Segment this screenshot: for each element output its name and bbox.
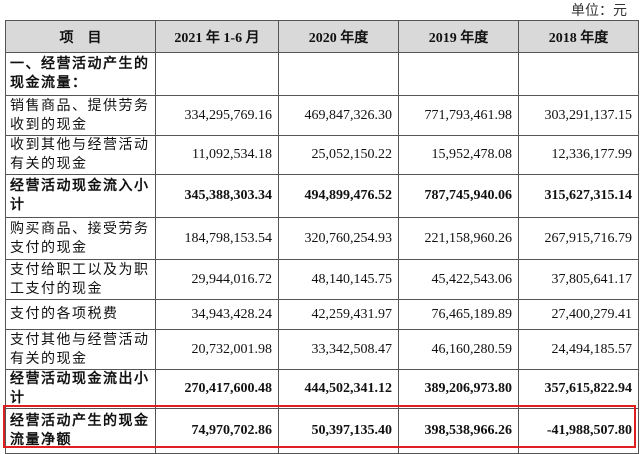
table-row: 支付给职工以及为职工支付的现金 29,944,016.72 48,140,145.7…	[5, 259, 639, 300]
cell: 11,092,534.18	[155, 135, 279, 175]
cell: 389,206,973.80	[398, 369, 519, 409]
header-row: 项 目 2021 年 1-6 月 2020 年度 2019 年度 2018 年度	[5, 20, 639, 53]
cell	[155, 52, 279, 96]
cell: 42,259,431.97	[278, 299, 399, 330]
row-label: 经营活动现金流入小计	[5, 174, 156, 218]
row-label: 销售商品、提供劳务收到的现金	[5, 95, 156, 136]
cell: 45,422,543.06	[398, 259, 519, 300]
cell: 315,627,315.14	[518, 174, 639, 218]
cell: 33,342,508.47	[278, 329, 399, 370]
cell: 24,494,185.57	[518, 329, 639, 370]
cash-flow-table: 项 目 2021 年 1-6 月 2020 年度 2019 年度 2018 年度 一、经…	[5, 20, 639, 454]
row-label: 收到其他与经营活动有关的现金	[5, 135, 156, 175]
row-label: 支付其他与经营活动有关的现金	[5, 329, 156, 370]
table-row: 销售商品、提供劳务收到的现金 334,295,769.16 469,847,326.…	[5, 95, 639, 136]
highlight-box	[3, 405, 636, 448]
row-label: 一、经营活动产生的现金流量：	[5, 52, 156, 96]
cell: 12,336,177.99	[518, 135, 639, 175]
cell: 34,943,428.24	[155, 299, 279, 330]
cell: 221,158,960.26	[398, 217, 519, 260]
cell: 469,847,326.30	[278, 95, 399, 136]
cell: 320,760,254.93	[278, 217, 399, 260]
table-row: 经营活动现金流出小计 270,417,600.48 444,502,341.12 38…	[5, 369, 639, 409]
row-label: 经营活动现金流出小计	[5, 369, 156, 409]
row-label: 支付给职工以及为职工支付的现金	[5, 259, 156, 300]
cell: 25,052,150.22	[278, 135, 399, 175]
table-row: 支付其他与经营活动有关的现金 20,732,001.98 33,342,508.47…	[5, 329, 639, 370]
column-header: 2019 年度	[398, 20, 519, 53]
cell: 46,160,280.59	[398, 329, 519, 370]
cell: 184,798,153.54	[155, 217, 279, 260]
unit-label: 单位：元	[571, 4, 627, 19]
cell	[278, 52, 399, 96]
cell: 444,502,341.12	[278, 369, 399, 409]
table-row: 支付的各项税费 34,943,428.24 42,259,431.97 76,465,…	[5, 299, 639, 330]
cell: 29,944,016.72	[155, 259, 279, 300]
cell: 15,952,478.08	[398, 135, 519, 175]
cell: 20,732,001.98	[155, 329, 279, 370]
row-label: 购买商品、接受劳务支付的现金	[5, 217, 156, 260]
cell: 27,400,279.41	[518, 299, 639, 330]
cell: 37,805,641.17	[518, 259, 639, 300]
table-body: 一、经营活动产生的现金流量： 销售商品、提供劳务收到的现金 334,295,769.…	[5, 52, 639, 454]
cell: 345,388,303.34	[155, 174, 279, 218]
cell: 494,899,476.52	[278, 174, 399, 218]
table-row: 经营活动现金流入小计 345,388,303.34 494,899,476.52 78…	[5, 174, 639, 218]
column-header: 2020 年度	[278, 20, 399, 53]
table-row: 一、经营活动产生的现金流量：	[5, 52, 639, 96]
cell: 357,615,822.94	[518, 369, 639, 409]
cell: 267,915,716.79	[518, 217, 639, 260]
cell: 303,291,137.15	[518, 95, 639, 136]
cell: 334,295,769.16	[155, 95, 279, 136]
column-header: 项 目	[5, 20, 156, 53]
cell: 48,140,145.75	[278, 259, 399, 300]
cell	[518, 52, 639, 96]
cell: 270,417,600.48	[155, 369, 279, 409]
cell: 787,745,940.06	[398, 174, 519, 218]
cell	[398, 52, 519, 96]
cell: 76,465,189.89	[398, 299, 519, 330]
cell: 771,793,461.98	[398, 95, 519, 136]
table-row: 收到其他与经营活动有关的现金 11,092,534.18 25,052,150.22…	[5, 135, 639, 175]
column-header: 2018 年度	[518, 20, 639, 53]
table-row: 购买商品、接受劳务支付的现金 184,798,153.54 320,760,254.…	[5, 217, 639, 260]
row-label: 支付的各项税费	[5, 299, 156, 330]
column-header: 2021 年 1-6 月	[155, 20, 279, 53]
